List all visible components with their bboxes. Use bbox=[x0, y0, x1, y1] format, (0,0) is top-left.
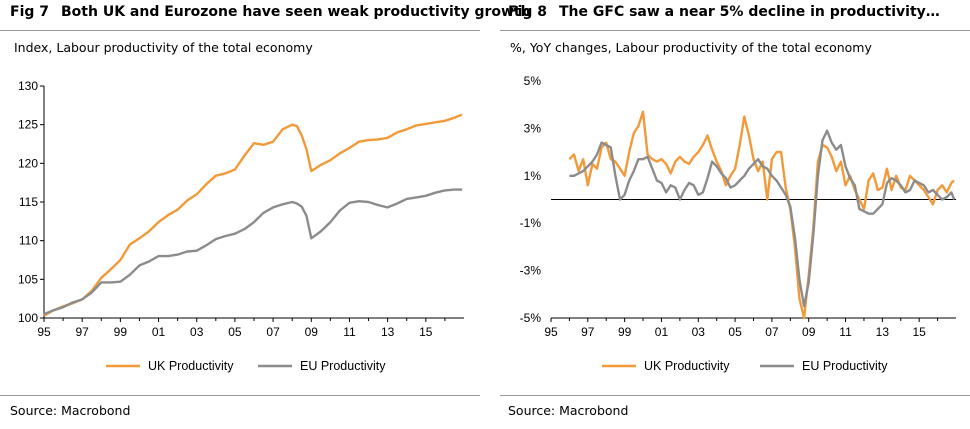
fig7-y-tick-label: 115 bbox=[19, 195, 38, 209]
fig8-chart: -5% -3% -1% 1% 3% 5% 95 97 99 01 03 05 07 09 11 13 15 UK … bbox=[520, 74, 956, 373]
fig8-top-rule bbox=[500, 30, 970, 31]
fig8-title-text: The GFC saw a near 5% decline in product… bbox=[559, 4, 940, 20]
fig7-x-tick-label: 01 bbox=[152, 325, 166, 339]
fig8-x-tick-label: 13 bbox=[876, 325, 890, 339]
fig8-y-tick-label: -1% bbox=[520, 216, 542, 230]
fig7-y-tick-label: 120 bbox=[18, 156, 38, 170]
fig7-x-tick-label: 03 bbox=[190, 325, 204, 339]
fig8-y-tick-label: 3% bbox=[524, 121, 542, 135]
fig7-x-tick-label: 95 bbox=[37, 325, 51, 339]
fig7-x-tick-label: 07 bbox=[266, 325, 280, 339]
fig8-number: Fig 8 bbox=[508, 4, 547, 20]
fig7-x-tick-label: 11 bbox=[343, 325, 356, 339]
fig7-x-tick-label: 13 bbox=[381, 325, 395, 339]
fig7-series-uk bbox=[43, 113, 463, 317]
fig7-title: Fig 7 Both UK and Eurozone have seen weak… bbox=[10, 4, 531, 20]
fig7-bottom-rule bbox=[0, 395, 480, 396]
fig8-x-tick-label: 97 bbox=[581, 325, 595, 339]
fig7-x-tick-label: 09 bbox=[305, 325, 319, 339]
fig7-panel: Fig 7 Both UK and Eurozone have seen weak… bbox=[0, 0, 531, 429]
fig8-series-uk bbox=[568, 110, 955, 320]
fig7-number: Fig 7 bbox=[10, 4, 49, 20]
fig7-y-tick-label: 130 bbox=[18, 79, 38, 93]
fig8-y-tick-label: -5% bbox=[520, 311, 542, 325]
fig8-x-tick-label: 15 bbox=[913, 325, 927, 339]
fig7-top-rule bbox=[0, 30, 480, 31]
fig7-title-text: Both UK and Eurozone have seen weak prod… bbox=[61, 4, 531, 20]
fig8-x-tick-label: 07 bbox=[765, 325, 779, 339]
fig8-x-tick-label: 09 bbox=[802, 325, 816, 339]
fig8-y-tick-label: -3% bbox=[520, 264, 542, 278]
fig7-y-tick-label: 105 bbox=[18, 272, 38, 286]
fig8-x-tick-label: 01 bbox=[655, 325, 669, 339]
fig8-x-tick-label: 05 bbox=[728, 325, 742, 339]
fig7-y-tick-label: 125 bbox=[18, 118, 38, 132]
fig8-source: Source: Macrobond bbox=[508, 403, 629, 418]
fig8-legend-label-uk: UK Productivity bbox=[644, 359, 730, 373]
fig7-x-tick-label: 05 bbox=[228, 325, 242, 339]
fig8-y-tick-label: 5% bbox=[524, 74, 542, 88]
fig7-legend-label-uk: UK Productivity bbox=[148, 359, 234, 373]
fig7-x-tick-label: 15 bbox=[419, 325, 433, 339]
fig8-panel: Fig 8 The GFC saw a near 5% decline in pr… bbox=[500, 0, 970, 429]
fig8-x-tick-label: 99 bbox=[618, 325, 632, 339]
fig8-x-tick-label: 95 bbox=[544, 325, 558, 339]
fig7-y-tick-label: 100 bbox=[18, 311, 38, 325]
fig8-y-tick-label: 1% bbox=[524, 169, 542, 183]
fig7-y-tick-label: 110 bbox=[19, 234, 38, 248]
fig8-title: Fig 8 The GFC saw a near 5% decline in pr… bbox=[508, 4, 940, 20]
fig7-x-tick-label: 97 bbox=[76, 325, 90, 339]
fig7-x-tick-label: 99 bbox=[114, 325, 128, 339]
fig8-x-tick-label: 03 bbox=[692, 325, 706, 339]
fig7-source: Source: Macrobond bbox=[10, 403, 131, 418]
fig7-subtitle: Index, Labour productivity of the total … bbox=[14, 40, 313, 55]
fig8-legend-label-eu: EU Productivity bbox=[802, 359, 888, 373]
fig7-legend-label-eu: EU Productivity bbox=[300, 359, 386, 373]
fig8-series-eu bbox=[569, 129, 956, 308]
fig8-subtitle: %, YoY changes, Labour productivity of t… bbox=[510, 40, 872, 55]
fig8-x-tick-label: 11 bbox=[839, 325, 852, 339]
fig8-bottom-rule bbox=[500, 395, 970, 396]
fig7-chart: 100 105 110 115 120 125 130 95 97 99 01 03 05 07 09 11 1… bbox=[18, 79, 464, 373]
fig7-series-eu bbox=[43, 188, 463, 316]
